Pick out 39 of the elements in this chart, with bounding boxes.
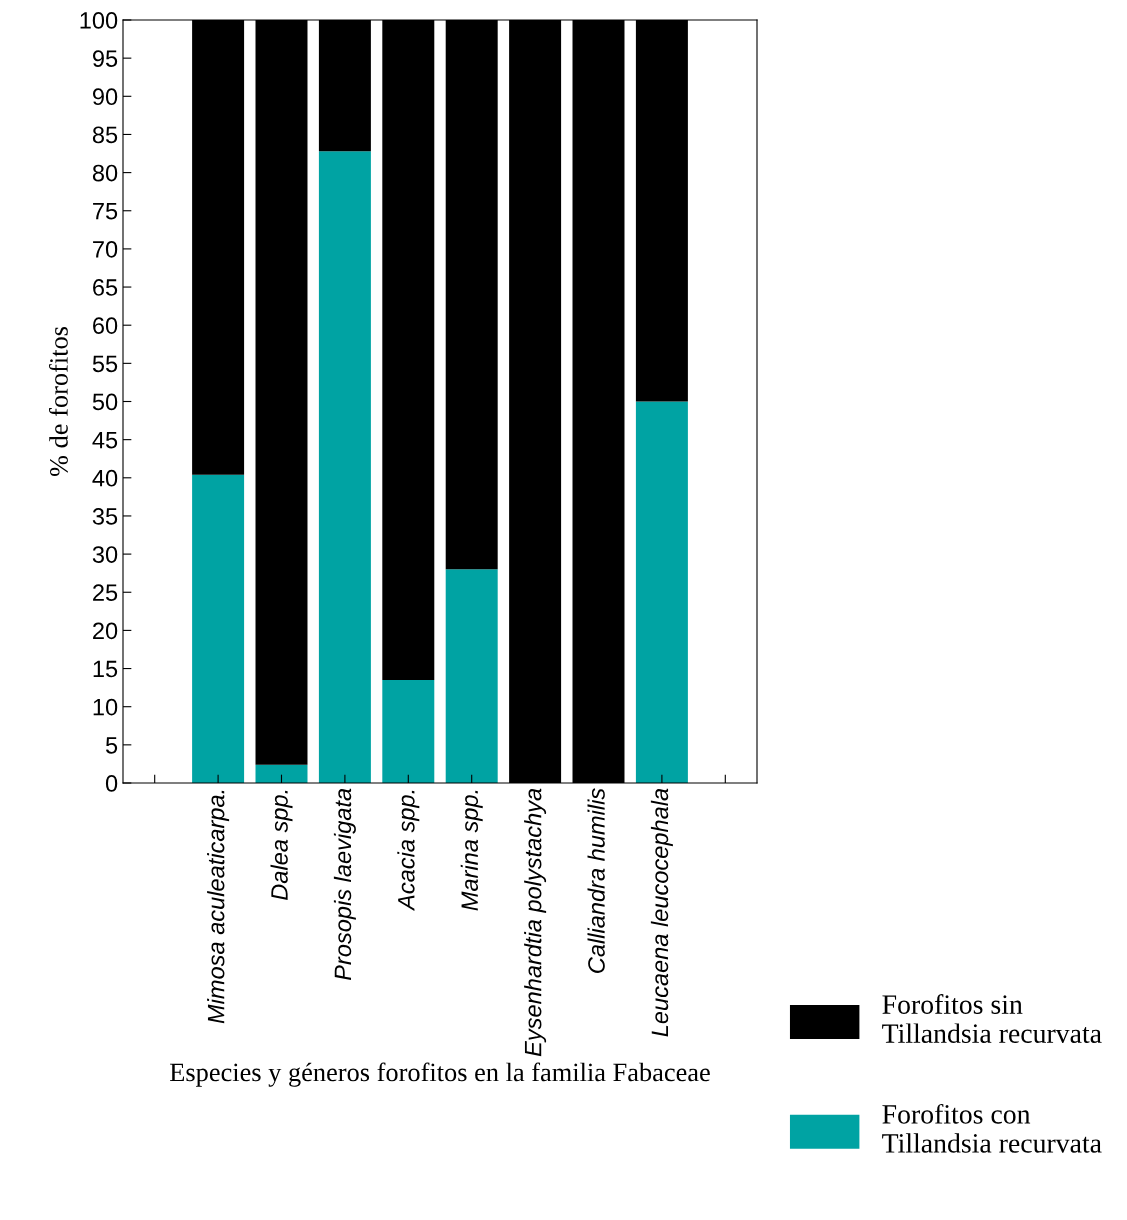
legend-label: Forofitos con Tillandsia recurvata	[882, 1103, 1102, 1153]
y-tick-label: 15	[93, 660, 118, 678]
y-tick-label: 60	[93, 317, 118, 334]
y-tick-label: 70	[93, 240, 118, 258]
x-tick-label: Eysenhardtia polystachya	[524, 788, 547, 1057]
legend-label: Forofitos sin Tillandsia recurvata	[882, 994, 1102, 1043]
x-tick-label: Mimosa aculeaticarpa.	[207, 790, 230, 1024]
y-tick-label: 100	[80, 12, 118, 29]
y-tick-label: 20	[93, 622, 118, 640]
x-tick-label: Calliandra humilis	[587, 788, 605, 973]
y-tick-label: 75	[93, 203, 118, 220]
x-tick-label: Leucaena leucocephala	[650, 788, 673, 1037]
x-tick-label: Prosopis laevigata	[333, 788, 356, 981]
y-tick-label: 85	[92, 126, 118, 144]
x-tick-label: Acacia spp.	[397, 790, 420, 912]
bar	[635, 401, 688, 783]
y-axis-title: % de forofitos	[48, 326, 68, 477]
bar	[318, 151, 371, 783]
y-tick-label: 30	[92, 546, 118, 563]
y-tick-label: 50	[92, 393, 118, 411]
y-tick-label: 80	[92, 164, 118, 182]
y-tick-label: 55	[92, 355, 118, 373]
bar	[382, 679, 435, 783]
y-tick-label: 90	[92, 88, 118, 106]
bar	[445, 569, 498, 783]
y-tick-label: 95	[92, 50, 118, 67]
y-tick-label: 45	[92, 431, 118, 449]
y-tick-label: 25	[93, 584, 118, 602]
y-tick-label: 10	[93, 698, 118, 716]
x-axis-title: Especies y géneros forofitos en la familia Fabaceae	[170, 1062, 710, 1087]
y-tick-label: 65	[93, 279, 118, 296]
bar	[192, 474, 245, 783]
x-tick-label: Dalea spp.	[270, 790, 293, 901]
x-tick-label: Marina spp.	[460, 790, 483, 911]
y-tick-label: 35	[92, 508, 118, 525]
y-tick-label: 40	[92, 469, 118, 487]
y-tick-label: 5	[105, 737, 118, 754]
bar	[255, 764, 308, 783]
y-tick-label: 0	[105, 775, 118, 792]
